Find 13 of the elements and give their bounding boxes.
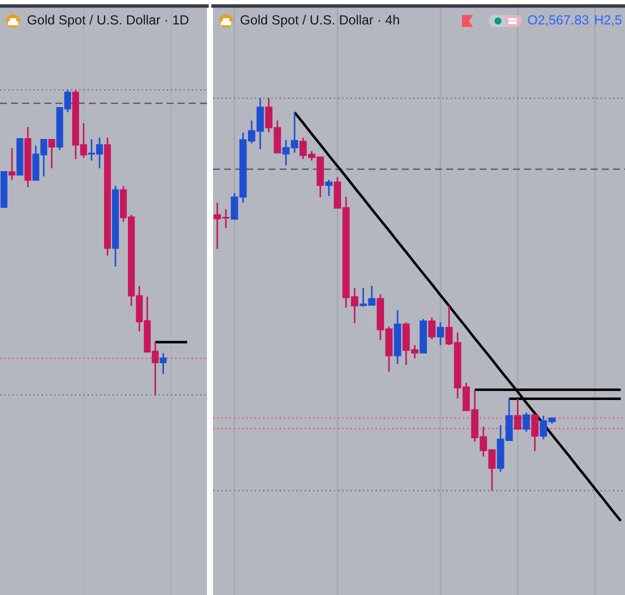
candlestick: [436, 322, 444, 346]
candlestick: [522, 412, 530, 433]
chart-title: Gold Spot / U.S. Dollar · 4h: [240, 14, 400, 28]
candlestick: [48, 138, 56, 170]
text: H2,5: [595, 15, 622, 26]
candlestick: [428, 316, 436, 340]
candlestick: [8, 147, 16, 181]
candlestick: [325, 179, 333, 197]
candlestick: [514, 398, 522, 430]
candlestick: [531, 414, 539, 452]
candlestick: [160, 352, 167, 375]
chart-title: Gold Spot / U.S. Dollar · 1D: [28, 14, 188, 28]
text: O2,567.83: [528, 15, 588, 26]
